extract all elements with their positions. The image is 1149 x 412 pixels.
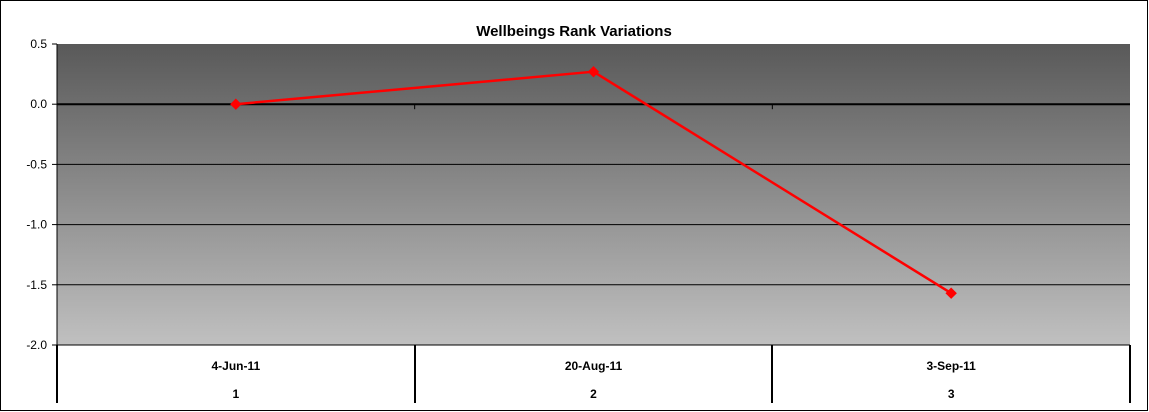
- x-axis: 4-Jun-11 1 20-Aug-11 2 3-Sep-11 3: [56, 344, 1131, 403]
- data-point: [230, 98, 242, 110]
- x-tick-label-date: 20-Aug-11: [565, 359, 623, 373]
- chart-title: Wellbeings Rank Variations: [476, 23, 672, 40]
- y-tick-label: 0.5: [30, 37, 47, 51]
- y-tick-label: -1.5: [26, 278, 47, 292]
- y-tick-label: 0.0: [30, 97, 47, 111]
- x-tick-label-date: 4-Jun-11: [211, 359, 260, 373]
- series-line: [230, 65, 957, 299]
- x-tick-label-index: 3: [948, 387, 955, 401]
- x-tick-label-date: 3-Sep-11: [926, 359, 976, 373]
- data-point: [587, 65, 600, 78]
- data-point: [945, 287, 957, 299]
- y-tick-label: -0.5: [26, 157, 47, 171]
- y-tick-label: -1.0: [26, 218, 47, 232]
- plot-area: [57, 44, 1130, 345]
- x-tick-label-index: 1: [232, 387, 239, 401]
- y-axis-ticks: 0.5 0.0 -0.5 -1.0 -1.5 -2.0: [26, 37, 58, 352]
- x-tick-label-index: 2: [590, 387, 597, 401]
- y-tick-label: -2.0: [26, 338, 47, 352]
